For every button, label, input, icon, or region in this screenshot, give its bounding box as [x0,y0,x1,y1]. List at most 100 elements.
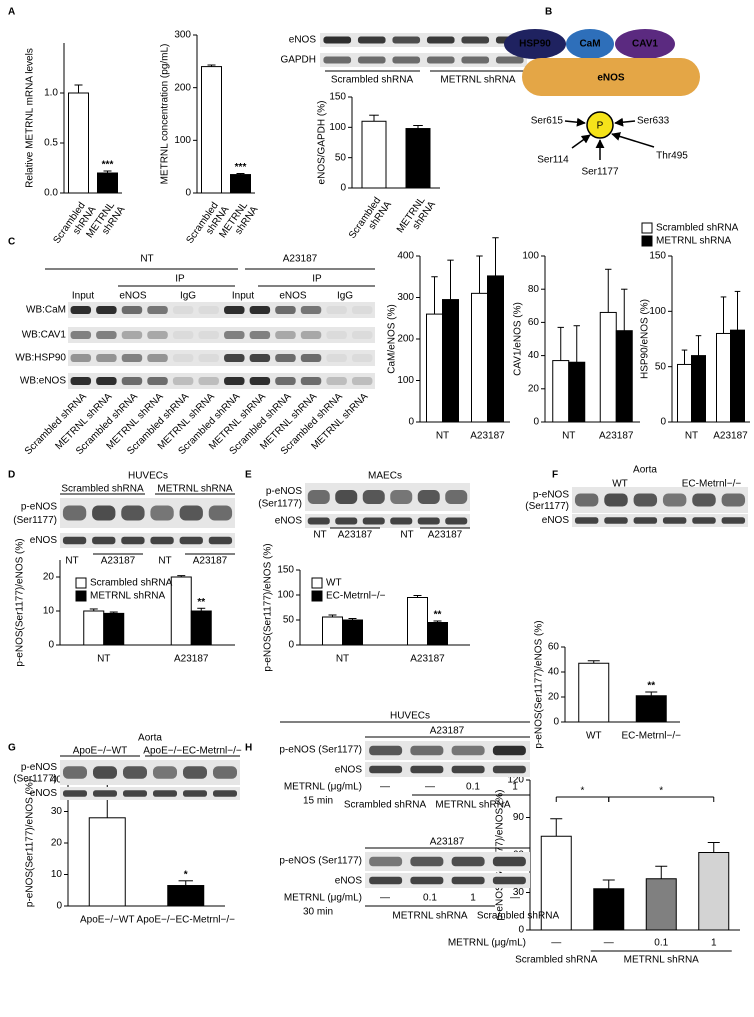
y-tick-label: 0.0 [44,188,58,199]
y-tick-label: 100 [397,375,414,386]
y-tick-label: 1.0 [44,88,58,99]
legend-label: EC-Metrnl−/− [326,591,386,602]
blot-band [70,306,92,314]
blot-band [275,377,296,385]
blot-band [445,517,468,525]
blot-band [417,517,440,525]
label: eNOS [275,516,303,527]
blot-band [662,493,687,507]
y-tick-label: 20 [43,572,55,583]
label: p-eNOS (Ser1177) [279,856,362,867]
panel-letter: D [8,470,15,481]
bar [426,313,443,423]
blot-band [307,490,330,504]
significance: * [184,869,188,880]
x-tick-label: — [551,938,561,949]
label: 15 min [303,796,333,807]
blot-band [326,377,347,385]
group-label: Scrambled shRNA [515,955,598,966]
blot-band [574,517,599,524]
blot-band [172,331,194,339]
x-tick-label: A23187 [599,431,634,442]
blot-band [326,331,347,339]
blot-strip [60,498,235,528]
label: Ser615 [531,116,564,127]
phospho-label: P [597,121,604,132]
bar [170,576,192,646]
lane-label: A23187 [101,556,136,567]
blot-strip [572,487,748,513]
blot-band [275,354,296,362]
blot-band [692,517,716,524]
blot-band [604,493,628,507]
x-tick-label: A23187 [410,654,445,665]
label: (Ser1177) [13,515,57,526]
y-axis-label: CAV1/eNOS (%) [513,302,524,376]
bar [83,610,105,646]
label: eNOS [119,291,147,302]
x-tick-label: METRNL shRNA [217,198,260,247]
label: METRNL shRNA [440,75,516,86]
x-tick-label: A23187 [174,654,209,665]
blot-band [326,306,347,314]
y-axis-label: METRNL concentration (pg/mL) [160,44,171,185]
label: WB:CaM [26,305,66,316]
label: 30 min [303,907,333,918]
protein [566,29,614,59]
blot-band [492,856,526,867]
label: eNOS [30,788,58,799]
lane-label: A23187 [428,530,463,541]
blot-band [224,377,245,385]
y-axis-label: eNOS/GAPDH (%) [317,101,328,185]
y-axis-label: HSP90/eNOS (%) [640,299,651,379]
label: — [380,893,390,904]
label: eNOS [30,535,58,546]
blot-band [451,856,485,867]
label: Ser114 [537,155,569,166]
blot-band [392,56,421,64]
y-tick-label: 20 [548,692,560,703]
blot-band [249,377,271,385]
blot-band [351,354,373,362]
y-tick-label: 40 [548,667,560,678]
blot-title: HUVECs [390,711,430,722]
blot-title: Aorta [138,733,162,744]
y-tick-label: 80 [528,284,540,295]
blot-band [300,354,322,362]
blot-band [172,306,194,314]
label: METRNL (μg/mL) [284,893,362,904]
panel-letter: E [245,470,252,481]
y-tick-label: 150 [649,251,666,262]
blot-band [70,377,92,385]
y-tick-label: 0 [340,183,346,194]
label: Ser633 [637,116,670,127]
y-tick-label: 0 [660,417,666,428]
label: ApoE−/−WT [73,746,127,757]
arrow [611,132,655,148]
blot-band [357,56,386,64]
bar [201,66,222,194]
y-tick-label: 0 [553,717,559,728]
blot-band [410,745,444,756]
blot-band [208,536,233,545]
blot-band [249,354,271,362]
x-tick-label: METRNL shRNA [395,193,438,242]
blot-band [123,790,147,797]
bar [471,292,488,423]
blot-band [369,856,403,867]
legend-label: METRNL shRNA [90,591,166,602]
y-tick-label: 40 [528,350,540,361]
lane-label: NT [400,530,413,541]
blot-band [369,876,403,885]
bar [487,275,504,423]
panel-letter: C [8,237,15,248]
bar [442,299,459,423]
label: (Ser1177) [13,773,57,784]
blot-band [150,505,174,521]
bar [698,852,730,931]
blot-band [62,536,87,545]
y-tick-label: 0 [408,417,414,428]
y-tick-label: 50 [655,361,667,372]
bar [427,622,448,646]
